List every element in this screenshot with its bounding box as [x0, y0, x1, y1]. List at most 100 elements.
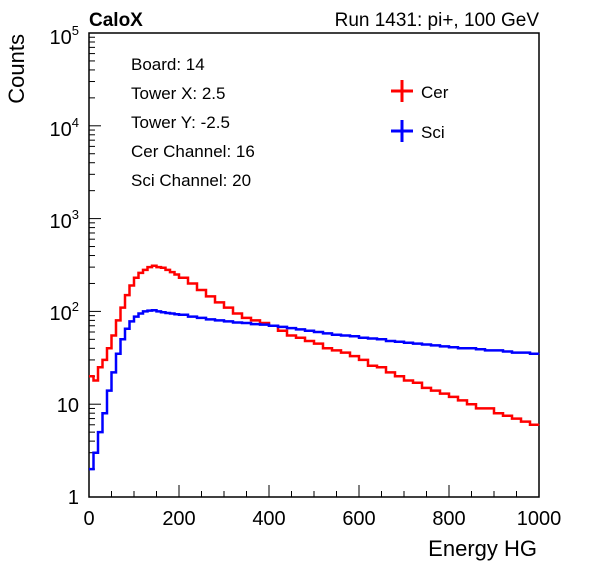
data-point — [90, 375, 92, 377]
data-point — [108, 347, 110, 349]
data-point — [538, 353, 540, 355]
data-point — [176, 273, 178, 276]
data-point — [362, 359, 365, 361]
data-point — [533, 353, 536, 355]
data-point — [308, 330, 311, 332]
y-tick-label: 102 — [50, 299, 79, 325]
data-point — [245, 322, 248, 324]
data-point — [326, 332, 329, 334]
series-line-cer — [89, 264, 539, 427]
data-point — [191, 282, 194, 285]
data-point — [117, 319, 119, 321]
data-point — [149, 266, 151, 268]
data-point — [135, 316, 137, 318]
chart-title-left: CaloX — [89, 10, 143, 31]
data-point — [200, 289, 203, 291]
x-tick-label: 0 — [83, 508, 94, 530]
data-point — [263, 324, 266, 326]
data-point — [171, 271, 173, 273]
data-point — [158, 310, 160, 312]
x-tick-label: 400 — [252, 508, 285, 530]
y-tick-label: 1 — [68, 487, 79, 509]
data-point — [434, 344, 437, 346]
y-axis-label: Counts — [4, 34, 29, 104]
data-point — [371, 337, 374, 340]
info-sci-channel: Sci Channel: 20 — [131, 171, 251, 190]
data-point — [470, 403, 473, 405]
info-cer-channel: Cer Channel: 16 — [131, 142, 255, 161]
data-point — [200, 317, 203, 319]
data-point — [218, 319, 221, 321]
data-point — [461, 347, 464, 349]
data-point — [538, 424, 540, 426]
data-point — [407, 379, 410, 382]
data-point — [344, 334, 347, 337]
data-point — [425, 387, 428, 389]
data-point — [488, 349, 491, 351]
data-point — [162, 267, 164, 269]
data-point — [452, 396, 455, 398]
data-point — [236, 321, 239, 324]
data-point — [416, 343, 419, 345]
data-point — [95, 452, 97, 454]
data-point — [506, 415, 509, 417]
data-point — [95, 379, 97, 382]
data-point — [326, 347, 329, 349]
y-tick-label: 104 — [50, 115, 79, 141]
data-point — [398, 341, 401, 343]
data-point — [162, 311, 164, 313]
x-tick-label: 800 — [432, 508, 465, 530]
data-point — [104, 412, 106, 414]
data-point — [126, 294, 128, 296]
data-point — [497, 412, 500, 414]
data-point — [389, 371, 392, 373]
data-point — [380, 366, 383, 368]
data-point — [398, 375, 401, 377]
data-point — [281, 326, 284, 328]
data-point — [371, 365, 374, 367]
data-point — [117, 353, 119, 355]
data-point — [167, 269, 169, 271]
data-point — [140, 312, 142, 315]
data-point — [344, 352, 347, 354]
data-point — [443, 393, 446, 395]
legend: Cer Sci — [391, 80, 449, 142]
data-point — [281, 330, 284, 332]
data-point — [272, 325, 275, 327]
y-tick-label: 105 — [50, 23, 79, 49]
x-axis-label: Energy HG — [428, 536, 537, 561]
legend-label-sci: Sci — [421, 123, 445, 142]
data-point — [308, 340, 311, 342]
data-point — [290, 334, 293, 337]
data-point — [171, 312, 173, 315]
data-point — [407, 342, 410, 344]
data-point — [515, 352, 518, 354]
data-point — [254, 323, 257, 325]
data-point — [416, 382, 419, 384]
data-point — [158, 266, 160, 268]
data-point — [131, 284, 133, 287]
data-point — [113, 334, 115, 337]
data-point — [227, 320, 230, 322]
data-point — [218, 301, 221, 303]
data-point — [209, 318, 212, 320]
data-point — [317, 343, 320, 345]
info-tower-y: Tower Y: -2.5 — [131, 113, 230, 132]
chart-title-right: Run 1431: pi+, 100 GeV — [335, 10, 540, 31]
data-point — [470, 347, 473, 349]
data-point — [90, 468, 92, 470]
data-point — [452, 346, 455, 348]
data-point — [131, 320, 133, 322]
data-point — [434, 390, 437, 392]
data-point — [135, 277, 137, 279]
legend-marker-sci — [391, 120, 413, 142]
data-point — [227, 307, 230, 309]
data-point — [335, 334, 338, 336]
data-point — [209, 295, 212, 297]
y-tick-label: 103 — [50, 207, 79, 233]
data-point — [443, 345, 446, 347]
data-point — [176, 313, 178, 315]
data-point — [461, 399, 464, 401]
data-point — [389, 340, 392, 342]
data-point — [153, 265, 155, 267]
